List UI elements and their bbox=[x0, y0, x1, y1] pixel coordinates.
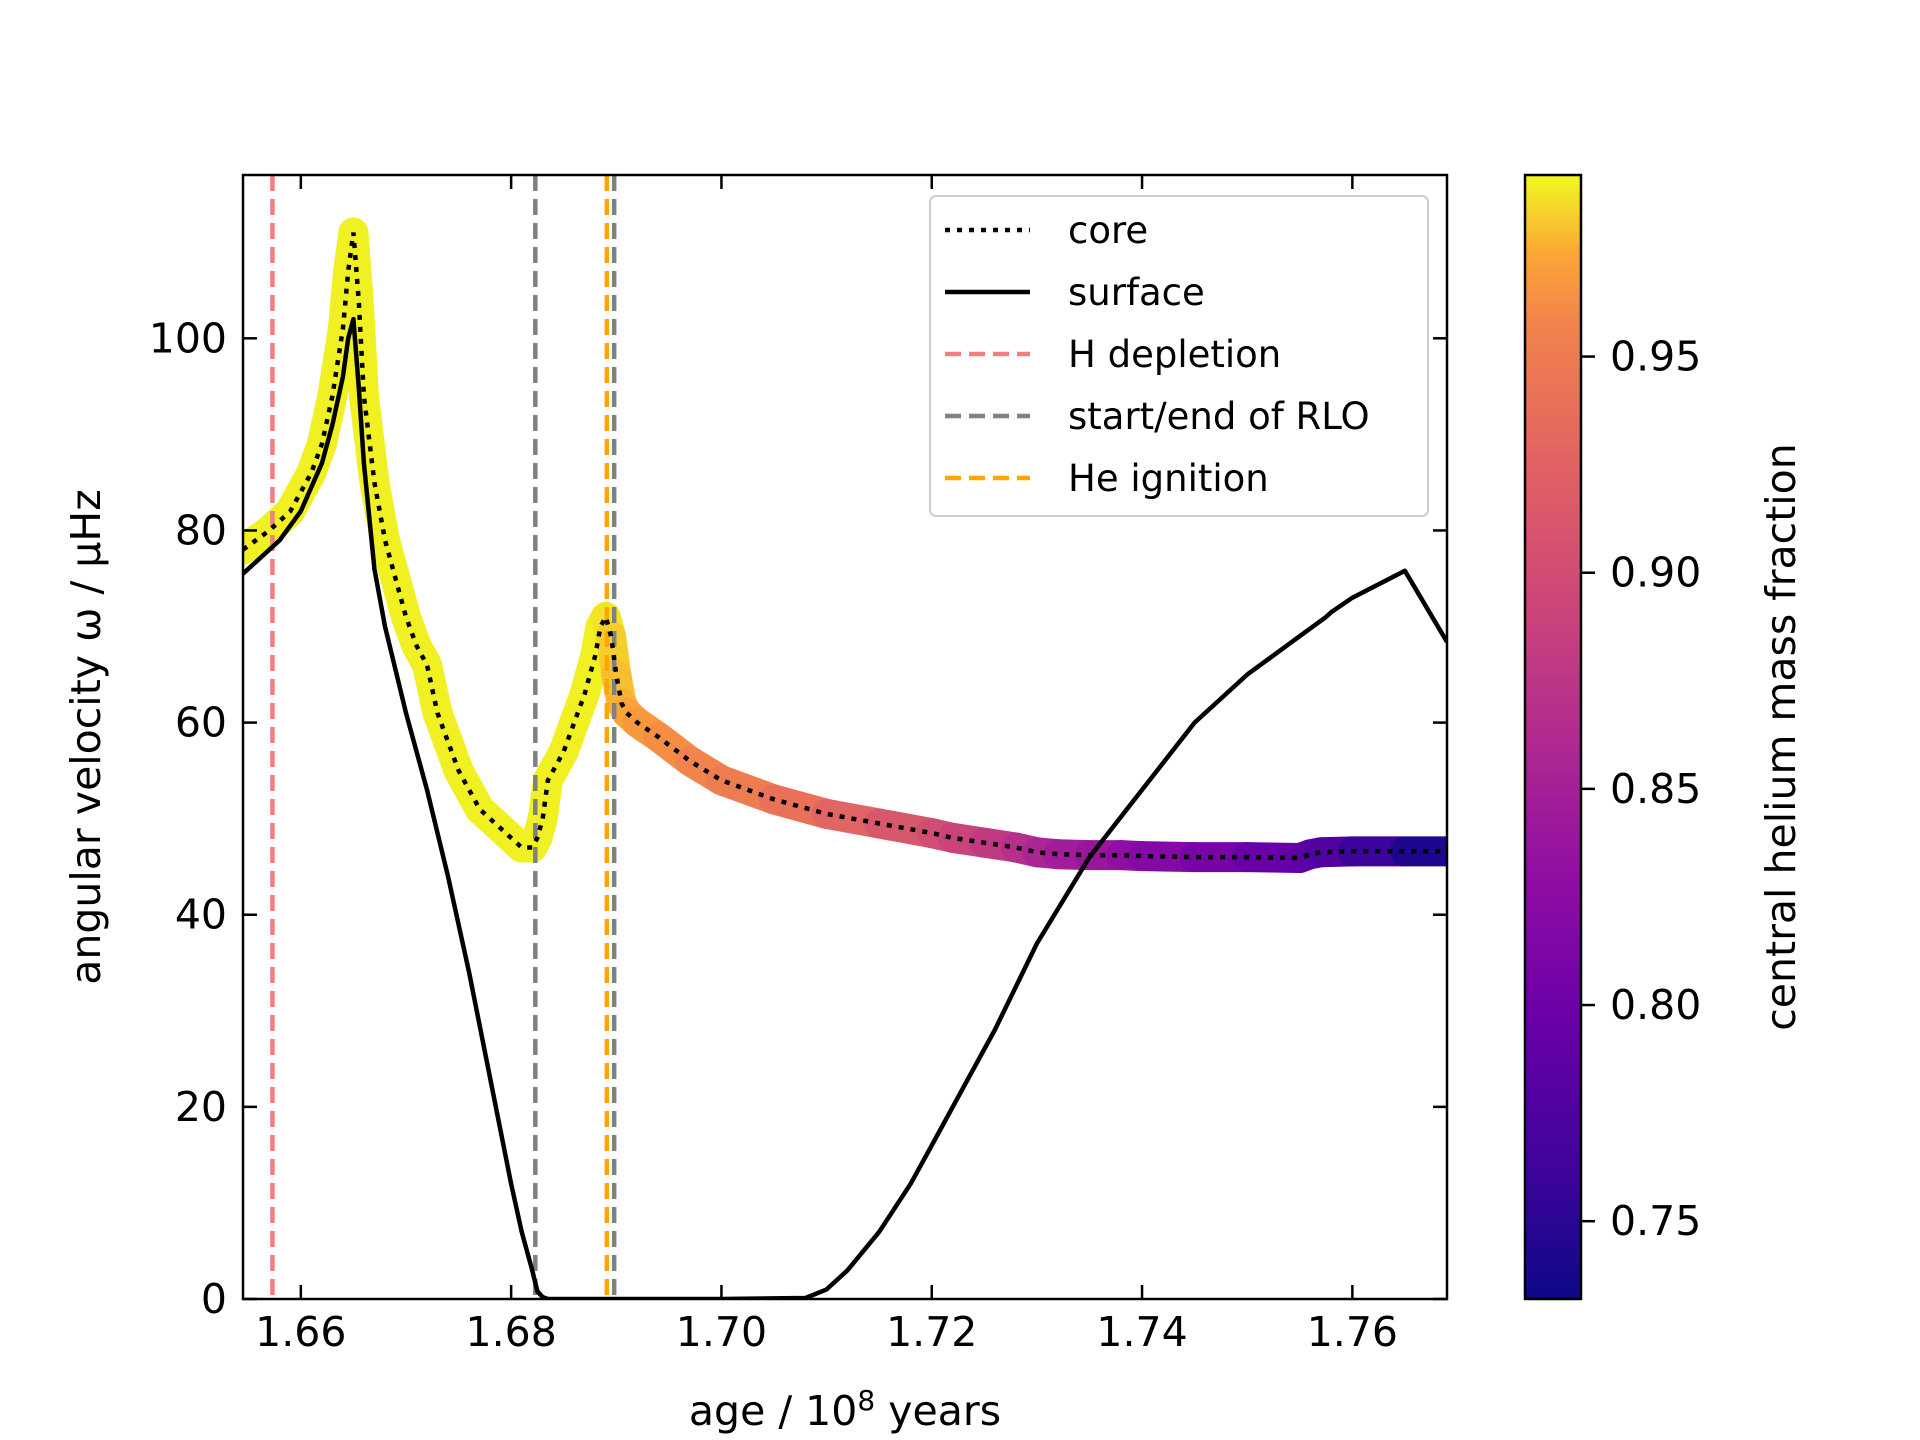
x-axis-ticks: 1.66 1.68 1.70 1.72 1.74 1.76 bbox=[255, 175, 1398, 1356]
y-tick-label: 40 bbox=[175, 891, 227, 939]
event-lines bbox=[270, 175, 617, 1299]
colorbar-tick-label: 0.80 bbox=[1610, 981, 1701, 1029]
x-axis-label: age / 108 years bbox=[689, 1384, 1001, 1435]
legend-label: H depletion bbox=[1068, 333, 1281, 376]
core-line bbox=[243, 232, 1447, 861]
plot-frame bbox=[241, 173, 1449, 1301]
x-tick-label: 1.76 bbox=[1307, 1308, 1398, 1356]
legend-label: surface bbox=[1068, 271, 1205, 314]
legend-label: core bbox=[1068, 209, 1148, 252]
legend-label: start/end of RLO bbox=[1068, 395, 1370, 438]
x-axis-label-units: years bbox=[875, 1387, 1001, 1435]
colorbar-label: central helium mass fraction bbox=[1757, 443, 1805, 1031]
x-axis-label-main: age / 10 bbox=[689, 1387, 857, 1435]
y-axis-label: angular velocity ω / μHz bbox=[62, 489, 110, 984]
x-tick-label: 1.70 bbox=[676, 1308, 767, 1356]
x-axis-label-exponent: 8 bbox=[857, 1384, 875, 1417]
x-tick-label: 1.74 bbox=[1096, 1308, 1187, 1356]
y-tick-label: 20 bbox=[175, 1083, 227, 1131]
y-tick-label: 0 bbox=[201, 1275, 227, 1323]
colorbar-gradient bbox=[1523, 173, 1583, 1301]
colorbar-ticks: 0.75 0.80 0.85 0.90 0.95 bbox=[1581, 333, 1701, 1245]
legend: core surface H depletion start/end of RLO He… bbox=[929, 195, 1429, 517]
y-tick-label: 60 bbox=[175, 699, 227, 747]
colorbar-tick-label: 0.85 bbox=[1610, 765, 1701, 813]
x-tick-label: 1.68 bbox=[465, 1308, 556, 1356]
x-tick-label: 1.66 bbox=[255, 1308, 346, 1356]
legend-box bbox=[929, 195, 1429, 517]
colorbar-tick-label: 0.95 bbox=[1610, 333, 1701, 381]
y-axis-ticks: 0 20 40 60 80 100 bbox=[149, 314, 1447, 1323]
x-tick-label: 1.72 bbox=[886, 1308, 977, 1356]
colorbar-tick-label: 0.90 bbox=[1610, 549, 1701, 597]
y-tick-label: 100 bbox=[149, 314, 227, 362]
legend-label: He ignition bbox=[1068, 457, 1269, 500]
colorbar: 0.75 0.80 0.85 0.90 0.95 central helium mass… bbox=[1523, 173, 1805, 1301]
y-tick-label: 80 bbox=[175, 506, 227, 554]
colorbar-tick-label: 0.75 bbox=[1610, 1197, 1701, 1245]
plot-area: 1.66 1.68 1.70 1.72 1.74 1.76 0 20 40 60 80 100 bbox=[149, 173, 1449, 1356]
